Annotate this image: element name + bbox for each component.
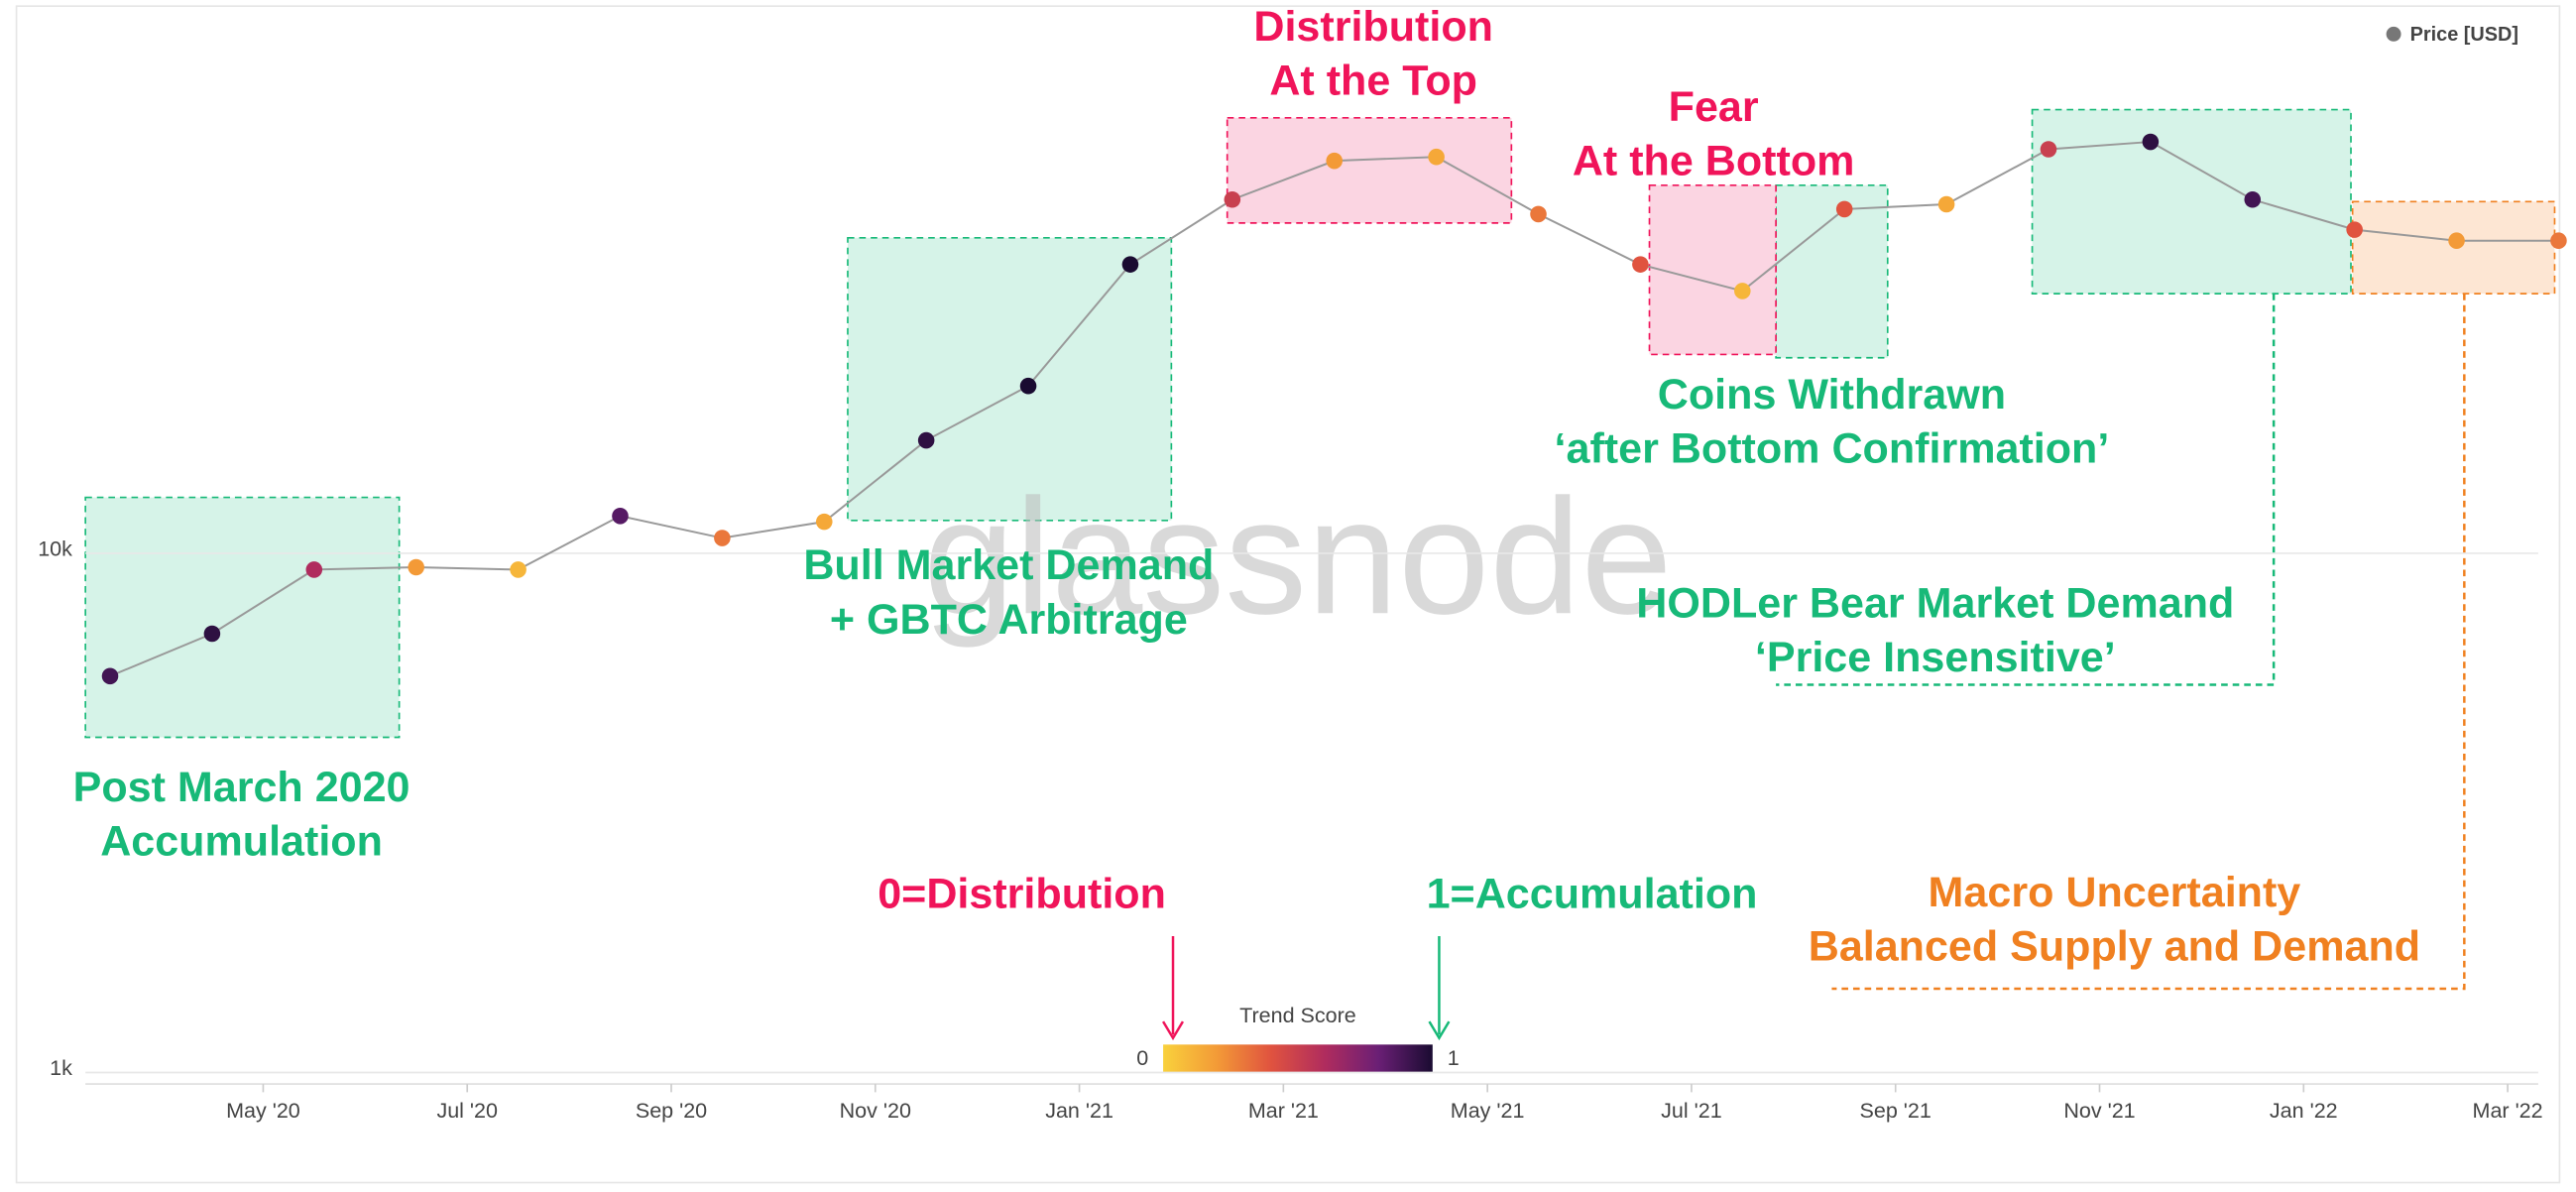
- region-box: [84, 496, 401, 739]
- price-point: [2550, 232, 2567, 249]
- legend-marker: [2386, 26, 2401, 42]
- annotation: At the Top: [1269, 57, 1477, 104]
- price-point: [1326, 152, 1344, 170]
- price-point: [408, 558, 424, 576]
- x-tick-label: May '21: [1451, 1099, 1525, 1123]
- colorbar-tick: 1: [1448, 1046, 1460, 1070]
- legend-label: Price [USD]: [2410, 24, 2518, 46]
- connector: [1776, 294, 2276, 686]
- annotation: Macro Uncertainty: [1929, 869, 2301, 916]
- price-point: [917, 431, 935, 449]
- region-box: [2031, 108, 2352, 295]
- price-point: [203, 625, 221, 643]
- region-box: [1648, 183, 1777, 356]
- price-point: [1937, 195, 1955, 213]
- arrow-head: [1428, 1020, 1451, 1041]
- connector: [1831, 294, 2466, 991]
- price-point: [2448, 232, 2465, 249]
- arrow-head: [1162, 1020, 1185, 1041]
- colorbar: [1163, 1044, 1433, 1073]
- price-point: [1121, 256, 1139, 273]
- annotation: 1=Accumulation: [1427, 871, 1758, 918]
- annotation: 0=Distribution: [878, 871, 1166, 918]
- price-point: [510, 561, 527, 578]
- price-point: [612, 508, 629, 525]
- region-box: [847, 236, 1173, 522]
- annotation: Coins Withdrawn: [1658, 371, 2006, 418]
- annotation: Distribution: [1253, 3, 1493, 51]
- regions: [84, 108, 2556, 1041]
- price-point: [101, 667, 119, 685]
- annotation: Balanced Supply and Demand: [1809, 923, 2420, 971]
- x-tick-label: Mar '22: [2473, 1099, 2543, 1123]
- annotation: ‘Price Insensitive’: [1755, 634, 2116, 681]
- x-tick-label: Nov '20: [840, 1099, 911, 1123]
- annotation: + GBTC Arbitrage: [830, 596, 1188, 644]
- colorbar-tick: 0: [1136, 1046, 1148, 1070]
- region-box: [1226, 117, 1513, 224]
- price-point: [1530, 205, 1547, 223]
- price-point: [305, 561, 323, 578]
- price-point: [1632, 256, 1649, 273]
- price-point: [1224, 190, 1241, 208]
- x-tick-label: Jul '20: [436, 1099, 498, 1123]
- price-point: [1019, 377, 1037, 395]
- price-point: [815, 513, 833, 531]
- annotation: Fear: [1669, 83, 1759, 131]
- x-tick-label: Nov '21: [2063, 1099, 2135, 1123]
- annotation: Bull Market Demand: [803, 541, 1214, 589]
- price-point: [2244, 190, 2262, 208]
- y-tick-label: 1k: [50, 1056, 72, 1080]
- price-point: [714, 530, 731, 546]
- annotation: Accumulation: [100, 818, 383, 866]
- price-point: [1428, 148, 1445, 166]
- x-tick-label: Jul '21: [1661, 1099, 1722, 1123]
- x-tick-label: May '20: [226, 1099, 300, 1123]
- price-point: [2346, 221, 2363, 238]
- annotation: At the Bottom: [1573, 138, 1855, 185]
- colorbar-title: Trend Score: [1239, 1004, 1356, 1027]
- annotation: Post March 2020: [73, 764, 410, 811]
- annotation: ‘after Bottom Confirmation’: [1555, 425, 2110, 473]
- price-point: [1835, 200, 1853, 218]
- x-tick-label: Sep '20: [636, 1099, 707, 1123]
- region-box: [1775, 183, 1889, 359]
- price-point: [2142, 133, 2160, 151]
- y-tick-label: 10k: [38, 536, 72, 560]
- x-tick-label: Jan '22: [2270, 1099, 2338, 1123]
- annotation: HODLer Bear Market Demand: [1636, 579, 2234, 627]
- price-point: [1734, 283, 1751, 299]
- x-tick-label: Sep '21: [1860, 1099, 1932, 1123]
- x-tick-label: Jan '21: [1045, 1099, 1113, 1123]
- x-tick-label: Mar '21: [1248, 1099, 1319, 1123]
- price-point: [2040, 141, 2057, 158]
- watermark: glassnode: [923, 465, 1672, 649]
